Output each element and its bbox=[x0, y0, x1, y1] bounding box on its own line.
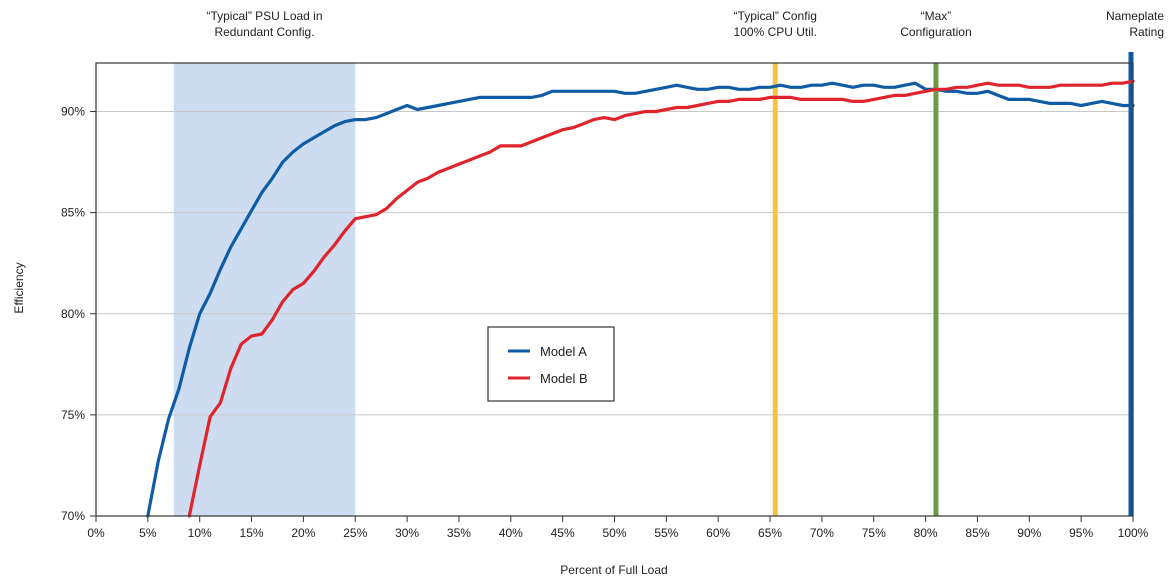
marker-label-0-line-1: 100% CPU Util. bbox=[734, 25, 817, 39]
x-tick-label-15: 75% bbox=[862, 526, 886, 540]
marker-label-0-line-0: “Typical” Config bbox=[734, 9, 817, 23]
vertical-markers-layer bbox=[772, 52, 1134, 516]
shaded-region-label-line-1: Redundant Config. bbox=[214, 25, 314, 39]
x-tick-label-12: 60% bbox=[706, 526, 730, 540]
annotations-layer: “Typical” PSU Load in Redundant Config. “T… bbox=[206, 9, 1164, 39]
series-line-model-a bbox=[146, 81, 1135, 518]
x-tick-label-19: 95% bbox=[1069, 526, 1093, 540]
legend-label-model-b: Model B bbox=[540, 371, 588, 386]
x-tick-label-9: 45% bbox=[551, 526, 575, 540]
x-tick-label-10: 50% bbox=[602, 526, 626, 540]
shaded-region-label-line-0: “Typical” PSU Load in bbox=[206, 9, 322, 23]
x-tick-label-14: 70% bbox=[810, 526, 834, 540]
gridlines-layer bbox=[96, 111, 1133, 416]
x-tick-label-18: 90% bbox=[1017, 526, 1041, 540]
legend-box bbox=[487, 326, 615, 402]
x-tick-label-20: 100% bbox=[1118, 526, 1149, 540]
y-tick-label-3: 85% bbox=[61, 206, 85, 220]
series-line-model-b bbox=[187, 79, 1135, 518]
x-tick-label-7: 35% bbox=[447, 526, 471, 540]
x-tick-label-6: 30% bbox=[395, 526, 419, 540]
x-tick-label-13: 65% bbox=[758, 526, 782, 540]
series-layer bbox=[146, 79, 1135, 518]
marker-label-2-line-1: Rating bbox=[1129, 25, 1164, 39]
marker-label-1-line-0: “Max” bbox=[921, 9, 952, 23]
x-tick-label-5: 25% bbox=[343, 526, 367, 540]
tick-labels-layer: 0% 5% 10% 15% 20% 25% 30% 35% 40% 45% 50% 55% 60% 65%… bbox=[61, 105, 1149, 540]
x-tick-label-16: 80% bbox=[914, 526, 938, 540]
x-tick-label-17: 85% bbox=[965, 526, 989, 540]
x-axis-title: Percent of Full Load bbox=[560, 563, 667, 577]
x-tick-label-11: 55% bbox=[654, 526, 678, 540]
marker-label-1-line-1: Configuration bbox=[900, 25, 971, 39]
x-tick-label-4: 20% bbox=[291, 526, 315, 540]
x-tick-label-8: 40% bbox=[499, 526, 523, 540]
x-tick-label-2: 10% bbox=[188, 526, 212, 540]
legend-label-model-a: Model A bbox=[540, 344, 587, 359]
x-tick-label-0: 0% bbox=[87, 526, 105, 540]
x-tick-label-1: 5% bbox=[139, 526, 157, 540]
legend: Model A Model B bbox=[487, 326, 615, 402]
y-axis-title: Efficiency bbox=[12, 262, 26, 313]
marker-label-2-line-0: Nameplate bbox=[1106, 9, 1164, 23]
y-tick-label-4: 90% bbox=[61, 105, 85, 119]
x-tick-label-3: 15% bbox=[240, 526, 264, 540]
y-tick-label-0: 70% bbox=[61, 509, 85, 523]
y-tick-label-2: 80% bbox=[61, 307, 85, 321]
y-tick-label-1: 75% bbox=[61, 408, 85, 422]
